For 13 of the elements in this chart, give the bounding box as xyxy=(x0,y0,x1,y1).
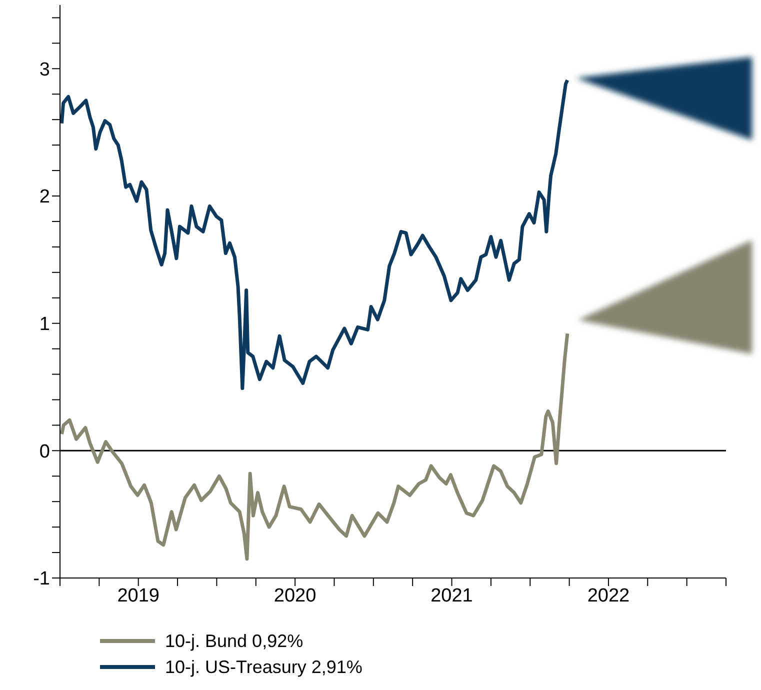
y-tick-label: -1 xyxy=(33,568,50,590)
x-tick-label: 2020 xyxy=(274,585,316,606)
y-tick-label: 1 xyxy=(39,314,50,336)
x-tick-label: 2021 xyxy=(430,585,473,606)
legend-label: 10-j. Bund 0,92% xyxy=(165,630,304,652)
x-tick-label: 2019 xyxy=(117,585,160,606)
y-tick-label: 0 xyxy=(39,441,50,462)
y-tick-label: 2 xyxy=(39,186,50,208)
line-series xyxy=(60,332,570,561)
x-tick-label: 2022 xyxy=(587,585,630,606)
legend-label: 10-j. US-Treasury 2,91% xyxy=(165,656,362,678)
line-series xyxy=(60,78,570,390)
y-tick-label: 3 xyxy=(39,59,50,80)
